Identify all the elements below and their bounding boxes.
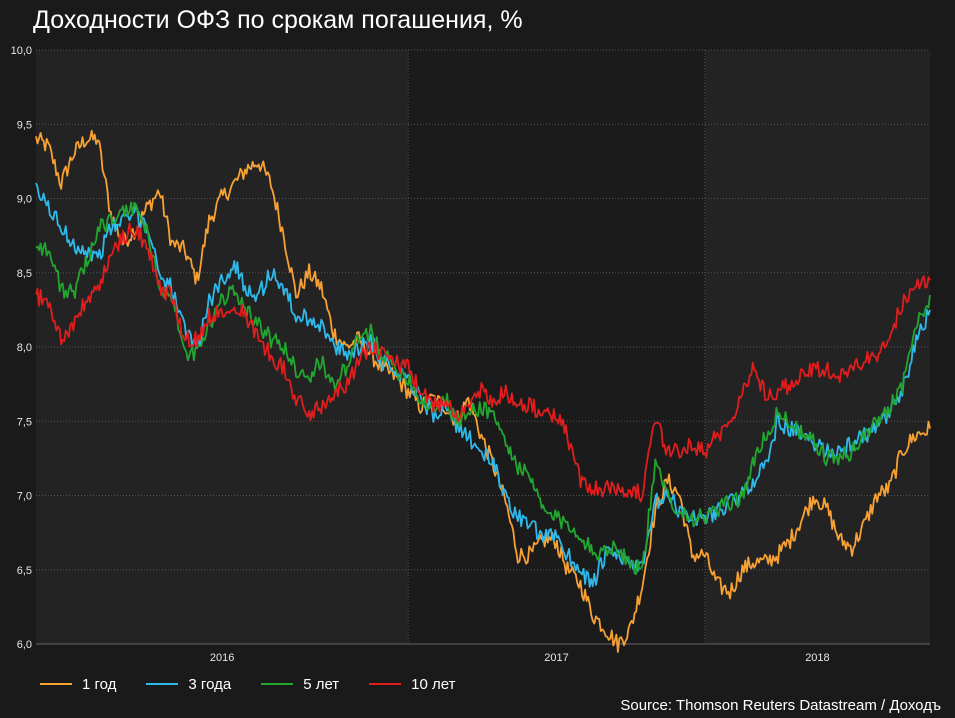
x-tick-label: 2017 — [544, 652, 568, 664]
x-tick-label: 2018 — [805, 652, 829, 664]
source-note: Source: Thomson Reuters Datastream / Дох… — [620, 697, 941, 714]
y-tick-label: 9,5 — [17, 119, 32, 131]
y-tick-label: 10,0 — [11, 45, 32, 57]
y-tick-label: 6,0 — [17, 639, 32, 651]
legend-swatch-3y — [146, 683, 179, 685]
y-tick-label: 6,5 — [17, 565, 32, 577]
legend: 1 год 3 года 5 лет 10 лет — [40, 674, 486, 694]
legend-label-5y: 5 лет — [303, 675, 340, 693]
legend-item-1y: 1 год — [40, 676, 116, 693]
x-tick-label: 2016 — [210, 652, 234, 664]
legend-item-10y: 10 лет — [369, 675, 456, 693]
legend-label-10y: 10 лет — [411, 675, 456, 693]
y-tick-label: 9,0 — [17, 194, 32, 206]
series-line-3 — [35, 201, 931, 575]
series-line-1 — [35, 129, 931, 653]
legend-item-3y: 3 года — [146, 676, 231, 693]
legend-swatch-1y — [40, 683, 72, 685]
series-line-4 — [35, 222, 931, 503]
legend-item-5y: 5 лет — [261, 676, 339, 693]
y-tick-label: 7,0 — [17, 491, 32, 503]
legend-swatch-5y — [261, 683, 294, 685]
legend-swatch-10y — [369, 683, 402, 685]
y-tick-label: 8,5 — [17, 268, 32, 280]
legend-label-1y: 1 год — [82, 675, 117, 693]
y-tick-label: 8,0 — [17, 342, 32, 354]
y-tick-label: 7,5 — [17, 416, 32, 428]
legend-label-3y: 3 года — [188, 675, 232, 693]
year-band-3 — [704, 50, 930, 644]
chart-title: Доходности ОФЗ по срокам погашения, % — [33, 6, 523, 34]
